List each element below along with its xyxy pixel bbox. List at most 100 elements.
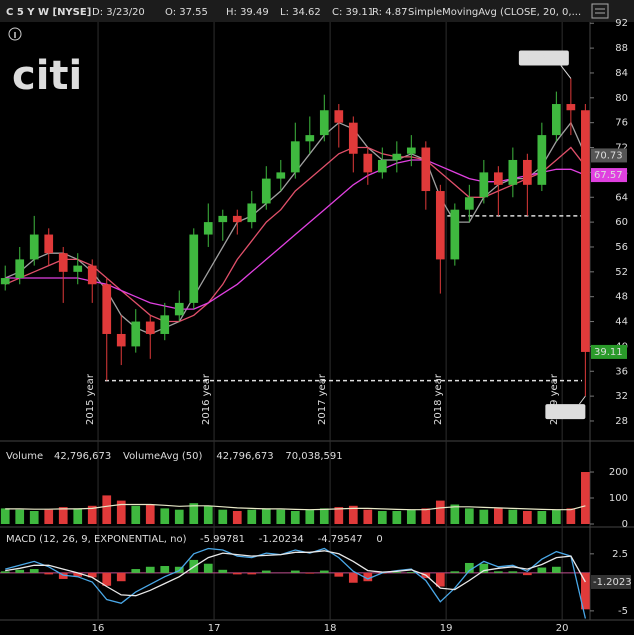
macd-histogram-bar (261, 570, 271, 573)
volume-bar (305, 509, 315, 524)
y-tick-label: 36 (615, 366, 628, 377)
volume-bar (145, 504, 155, 524)
candle-body (189, 234, 199, 303)
volume-bar (363, 509, 373, 524)
candle-body (537, 135, 547, 185)
volume-bar (203, 505, 213, 524)
lo-label-box (545, 404, 586, 420)
macd-histogram-bar (73, 572, 83, 577)
candle-body (319, 110, 329, 136)
value-badge (591, 148, 627, 163)
year-watermark: 2018 year (433, 373, 444, 425)
volume-bar (87, 505, 97, 524)
value-badge-label: 39.11 (594, 347, 623, 358)
candle-body (421, 147, 431, 192)
macd-histogram-bar (218, 569, 228, 573)
volume-bar (508, 509, 518, 524)
value-badge-label: -1.2023 (593, 577, 632, 588)
close: C: 39.11 (332, 7, 374, 18)
x-tick-label: 20 (556, 623, 569, 634)
macd-histogram-bar (363, 572, 373, 582)
moving-average (4, 146, 586, 323)
candle-body (392, 153, 402, 160)
y-tick-label: 0 (622, 519, 628, 530)
candle-body (334, 110, 344, 123)
candle-body (464, 197, 474, 210)
candle-body (29, 234, 39, 260)
candle-body (552, 104, 561, 136)
candle-body (377, 159, 387, 173)
y-tick-label: 52 (615, 267, 628, 278)
panel-readout: 42,796,673 (216, 451, 273, 462)
candle-body (58, 253, 68, 272)
study[interactable]: SimpleMovingAvg (CLOSE, 20, 0,... (408, 7, 581, 18)
candle-body (247, 203, 257, 223)
volume-bar (377, 511, 387, 524)
macd-histogram-bar (203, 563, 213, 573)
volume-bar (29, 511, 39, 524)
y-tick-label: 80 (615, 93, 628, 104)
x-tick-label: 17 (208, 623, 221, 634)
macd-histogram-bar (537, 567, 547, 573)
date: D: 3/23/20 (92, 7, 145, 18)
panel-title: MACD (12, 26, 9, EXPONENTIAL, no) (6, 534, 187, 545)
value-badge (591, 168, 627, 183)
hi-pointer (560, 65, 572, 79)
macd-histogram-bar (522, 572, 532, 576)
volume-average (5, 503, 586, 511)
hi-label-box (518, 50, 569, 66)
volume-bar (581, 472, 590, 524)
volume-bar (319, 508, 329, 524)
volume-bar (464, 508, 474, 524)
icon-circle (8, 27, 22, 41)
volume-bar (479, 509, 489, 524)
menu-icon[interactable] (591, 3, 609, 19)
year-watermark: 2019 year (549, 373, 560, 425)
macd-histogram-bar (102, 572, 112, 586)
macd-histogram-bar (232, 572, 242, 575)
macd-histogram-bar (145, 566, 155, 573)
macd-histogram-bar (581, 572, 590, 610)
logo: citi (12, 53, 82, 99)
candle-body (174, 302, 184, 316)
panel-readout: -1.20234 (259, 534, 304, 545)
macd-histogram-bar (450, 571, 460, 573)
volume-bar (435, 500, 445, 524)
y-tick-label: 32 (615, 391, 628, 402)
candle-body (116, 333, 126, 347)
candle-body (261, 178, 271, 204)
x-tick-label: 16 (92, 623, 105, 634)
value-badge-label: 70.73 (594, 150, 623, 161)
y-tick-label: 88 (615, 43, 628, 54)
macd-histogram-bar (392, 572, 402, 573)
candle-body (131, 321, 141, 347)
macd-histogram-bar (131, 569, 141, 573)
macd-histogram-bar (116, 572, 126, 582)
panel-readout: 0 (376, 534, 382, 545)
volume-bar (522, 511, 532, 524)
panel-readout: -5.99781 (200, 534, 245, 545)
plot-layer: 1617181920283236404448525660646872768084… (0, 18, 632, 634)
candle-body (160, 315, 170, 334)
y-tick-label: 100 (609, 493, 628, 504)
macd-histogram-bar (348, 572, 358, 583)
y-tick-label: 76 (615, 118, 628, 129)
panel-readout: 42,796,673 (54, 451, 111, 462)
symbol[interactable]: C 5 Y W [NYSE] (6, 7, 91, 18)
year-watermark: 2016 year (201, 373, 212, 425)
macd-histogram-bar (493, 571, 503, 573)
info-icon[interactable] (8, 27, 22, 41)
candle-body (232, 215, 242, 223)
hi-label: Hi: 83.11 (523, 53, 568, 64)
moving-average (5, 159, 586, 310)
candle-body (276, 172, 286, 179)
volume-bar (537, 511, 547, 524)
panel-readout: 70,038,591 (285, 451, 342, 462)
macd-histogram-bar (290, 570, 300, 573)
candle-body (87, 265, 97, 285)
panel-readout: VolumeAvg (50) (123, 451, 203, 462)
y-tick-label: 28 (615, 416, 628, 427)
volume-bar (421, 508, 431, 524)
volume-bar (160, 508, 170, 524)
macd-histogram-bar (508, 571, 518, 573)
